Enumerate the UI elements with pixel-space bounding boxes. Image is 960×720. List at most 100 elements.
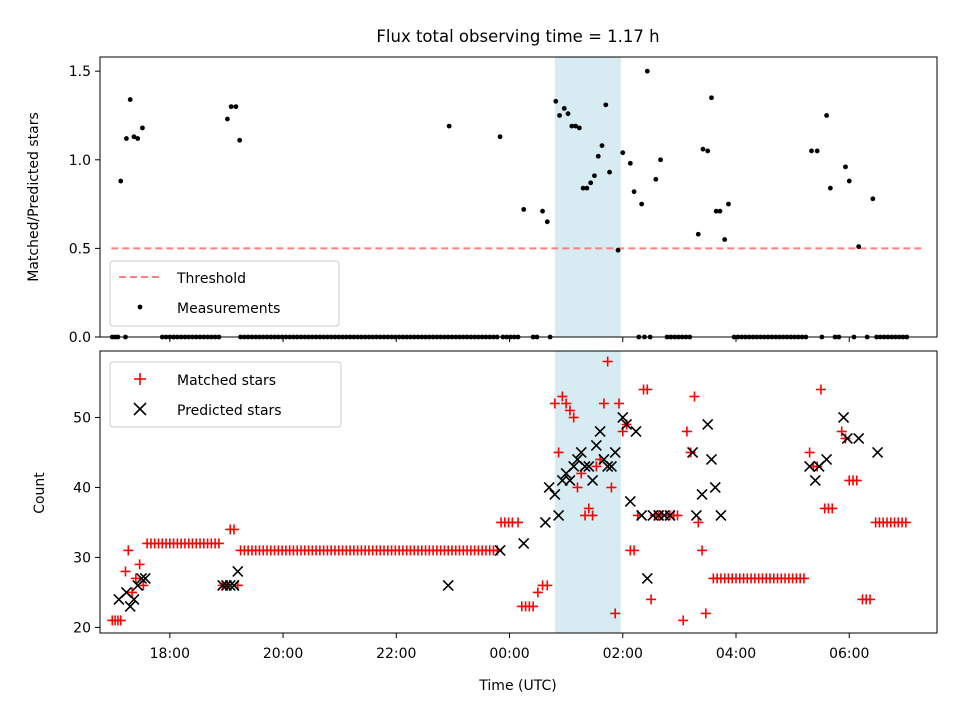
y-tick-label: 30 — [73, 550, 91, 566]
count-y-axis-label: Count — [32, 472, 48, 514]
measurement-point — [824, 113, 829, 118]
y-tick-label: 1.5 — [69, 64, 91, 80]
predicted-star-marker — [853, 432, 865, 445]
matched-star-marker — [629, 545, 640, 556]
matched-star-marker — [610, 608, 621, 619]
matched-star-marker — [557, 391, 568, 402]
predicted-star-marker — [809, 474, 821, 487]
predicted-star-marker — [664, 509, 676, 522]
predicted-star-marker — [838, 411, 850, 424]
predicted-star-marker — [549, 488, 561, 501]
ratio-legend: Threshold Measurements — [109, 260, 340, 327]
predicted-star-marker — [715, 509, 727, 522]
count-x-ticks: 18:00 20:00 22:00 00:00 02:00 04:00 06:00 — [150, 633, 869, 662]
x-tick-label: 22:00 — [376, 646, 416, 662]
ratio-highlight-span — [554, 57, 621, 337]
ratio-axes-frame — [99, 56, 938, 338]
measurement-point — [233, 104, 239, 110]
ratio-panel: 0.0 0.5 1.0 1.5 Matched/Predicted stars Thr… — [26, 56, 938, 346]
predicted-star-marker — [804, 460, 816, 473]
measurement-point — [561, 105, 567, 111]
measurement-point — [627, 160, 633, 166]
matched-star-marker — [127, 587, 138, 598]
matched-star-marker — [134, 559, 145, 570]
x-tick-label: 00:00 — [489, 646, 529, 662]
predicted-star-marker — [617, 411, 629, 424]
predicted-star-marker — [605, 460, 618, 473]
matched-star-marker — [700, 608, 711, 619]
x-axis-label: Time (UTC) — [478, 678, 556, 694]
x-tick-label: 02:00 — [603, 646, 643, 662]
predicted-star-marker — [690, 509, 702, 522]
predicted-star-marker — [587, 474, 599, 487]
predicted-star-marker — [609, 446, 621, 459]
matched-star-marker — [689, 391, 700, 402]
x-tick-label: 06:00 — [829, 646, 869, 662]
predicted-star-marker — [641, 572, 653, 584]
measurement-point — [644, 68, 650, 74]
measurement-point — [607, 169, 612, 175]
matched-star-marker — [532, 587, 543, 598]
threshold-legend-label: Threshold — [176, 271, 246, 287]
count-highlight-span — [554, 351, 621, 633]
matched-star-marker — [553, 447, 564, 458]
predicted-star-marker — [579, 460, 591, 473]
matched-star-marker — [583, 503, 594, 514]
predicted-star-marker — [575, 446, 587, 459]
measurement-point — [497, 134, 503, 140]
predicted-star-marker — [702, 418, 714, 431]
matched-star-marker — [568, 412, 579, 423]
measurement-point — [580, 185, 586, 191]
predicted-star-marker — [232, 565, 244, 577]
measurement-point — [557, 113, 562, 118]
matched-star-marker — [564, 405, 575, 416]
matched-star-marker — [900, 517, 911, 528]
matched-star-marker — [812, 461, 823, 472]
measurement-point — [653, 176, 659, 182]
matched-star-marker — [685, 447, 696, 458]
matched-star-marker — [549, 398, 560, 409]
measurement-point — [118, 178, 124, 184]
matched-star-marker — [513, 517, 524, 528]
measurement-point — [827, 185, 833, 191]
y-tick-label: 20 — [73, 620, 91, 636]
measurement-point — [127, 97, 133, 102]
figure-title: Flux total observing time = 1.17 h — [376, 27, 659, 46]
predicted-star-marker — [583, 460, 595, 473]
measurement-point — [124, 136, 129, 141]
matched-star-marker — [815, 384, 826, 395]
measurement-point — [224, 116, 230, 122]
predicted-star-marker — [442, 579, 454, 591]
measurement-point — [856, 244, 862, 250]
matched-star-marker — [642, 384, 653, 395]
matched-star-marker — [606, 482, 617, 493]
predicted-star-marker — [709, 481, 721, 494]
measurement-point — [639, 201, 645, 207]
matched-star-marker — [613, 398, 624, 409]
measurement-point — [722, 237, 728, 242]
predicted-star-marker — [568, 460, 580, 473]
predicted-star-marker — [553, 509, 565, 522]
count-axes-frame — [99, 350, 938, 634]
measurement-point — [870, 196, 876, 202]
measurement-point — [717, 208, 723, 214]
matched-star-marker — [120, 566, 131, 577]
predicted-star-marker — [620, 418, 633, 431]
predicted-star-marker — [543, 481, 555, 494]
matched-star-marker — [598, 398, 609, 409]
matched-star-marker — [678, 615, 689, 626]
predicted-star-marker — [494, 544, 506, 556]
measurement-point — [620, 150, 626, 156]
matched-star-marker — [213, 538, 224, 549]
measurement-point — [521, 207, 527, 212]
measurements-legend-label: Measurements — [177, 301, 280, 317]
measurement-point — [576, 125, 582, 131]
measurement-point — [540, 208, 545, 214]
matched-star-marker — [827, 503, 838, 514]
matched-star-marker — [115, 615, 126, 626]
predicted-star-marker — [518, 537, 530, 549]
matched-star-marker — [572, 482, 583, 493]
measurement-point — [809, 148, 814, 154]
measurement-point — [843, 164, 848, 170]
measurements-legend-marker — [137, 304, 143, 310]
